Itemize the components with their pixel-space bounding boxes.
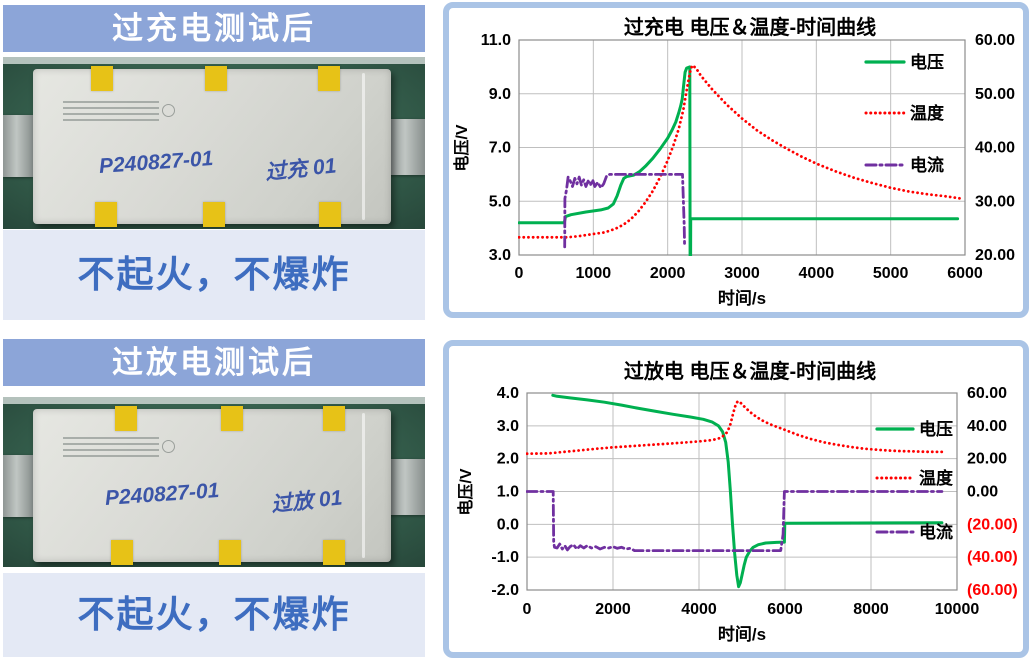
- handwritten-cell-id: P240827-01: [104, 479, 221, 510]
- svg-text:时间/s: 时间/s: [718, 624, 766, 644]
- overdischarge-chart-plot: 0 2000 4000 6000 8000 10000 4.0 3.0 2.0 1.0 0.0 -1.…: [456, 385, 1018, 644]
- yellow-tape: [205, 66, 227, 91]
- yellow-tape: [323, 540, 345, 565]
- svg-text:温度: 温度: [919, 468, 954, 488]
- svg-text:温度: 温度: [910, 103, 945, 123]
- overcharge-chart-title: 过充电 电压＆温度-时间曲线: [623, 17, 877, 39]
- svg-text:-2.0: -2.0: [491, 582, 519, 599]
- svg-text:4000: 4000: [799, 265, 835, 282]
- svg-text:40.00: 40.00: [967, 418, 1007, 435]
- yellow-tape: [219, 540, 241, 565]
- table-edge: [3, 57, 425, 64]
- overcharge-chart-card: 过充电 电压＆温度-时间曲线 0 1000 2000 3000 4000 5000 6000…: [443, 2, 1029, 318]
- svg-text:3.0: 3.0: [497, 418, 519, 435]
- svg-text:0.00: 0.00: [967, 484, 998, 501]
- certification-mark-icon: [162, 440, 175, 453]
- svg-text:(20.00): (20.00): [967, 516, 1018, 533]
- svg-text:电压: 电压: [919, 419, 953, 439]
- svg-text:6000: 6000: [947, 265, 983, 282]
- svg-text:5.0: 5.0: [489, 193, 511, 210]
- yellow-tape: [221, 406, 243, 431]
- svg-text:时间/s: 时间/s: [718, 288, 766, 308]
- overdischarge-chart-title: 过放电 电压＆温度-时间曲线: [623, 361, 877, 383]
- yellow-tape: [95, 202, 117, 227]
- svg-text:电流: 电流: [910, 155, 944, 175]
- overdischarge-chart-card: 过放电 电压＆温度-时间曲线 0 2000 4000 6000 8000 10000 4.0…: [443, 340, 1029, 658]
- overdischarge-battery-photo: P240827-01 过放 01: [3, 397, 425, 567]
- svg-text:(60.00): (60.00): [967, 582, 1018, 599]
- svg-text:(40.00): (40.00): [967, 549, 1018, 566]
- svg-text:3000: 3000: [724, 265, 760, 282]
- svg-text:50.00: 50.00: [975, 86, 1015, 103]
- svg-text:1.0: 1.0: [497, 484, 519, 501]
- svg-text:3.0: 3.0: [489, 247, 511, 264]
- svg-text:10000: 10000: [935, 601, 980, 618]
- svg-text:6000: 6000: [767, 601, 803, 618]
- svg-text:5000: 5000: [873, 265, 909, 282]
- handwritten-test-id: 过充 01: [264, 154, 338, 185]
- svg-text:20.00: 20.00: [975, 247, 1015, 264]
- svg-text:0.0: 0.0: [497, 516, 519, 533]
- pouch-cell: P240827-01 过充 01: [33, 66, 391, 227]
- svg-text:4.0: 4.0: [497, 385, 519, 402]
- svg-text:7.0: 7.0: [489, 140, 511, 157]
- yellow-tape: [319, 202, 341, 227]
- cell-seam: [362, 413, 365, 558]
- overcharge-chart-plot: 0 1000 2000 3000 4000 5000 6000 11.0 9.0 7.0 5.0 3.…: [452, 32, 1015, 308]
- svg-text:1000: 1000: [576, 265, 612, 282]
- svg-text:2000: 2000: [595, 601, 631, 618]
- yellow-tape: [91, 66, 113, 91]
- overdischarge-result-text: 不起火，不爆炸: [3, 573, 425, 657]
- overcharge-result-text: 不起火，不爆炸: [3, 230, 425, 320]
- svg-text:4000: 4000: [681, 601, 717, 618]
- svg-text:9.0: 9.0: [489, 86, 511, 103]
- svg-text:电压/V: 电压/V: [452, 124, 471, 171]
- svg-text:-1.0: -1.0: [491, 549, 519, 566]
- svg-text:电压/V: 电压/V: [456, 468, 475, 515]
- cell-tab-right: [389, 119, 425, 175]
- svg-text:0: 0: [523, 601, 532, 618]
- overcharge-battery-photo: P240827-01 过充 01: [3, 57, 425, 229]
- handwritten-test-id: 过放 01: [270, 486, 344, 517]
- svg-text:电流: 电流: [919, 522, 953, 542]
- table-edge: [3, 397, 425, 404]
- cell-print-label: [63, 101, 175, 121]
- svg-text:电压: 电压: [910, 52, 944, 72]
- svg-text:11.0: 11.0: [481, 32, 511, 49]
- svg-text:2.0: 2.0: [497, 451, 519, 468]
- cell-seam: [362, 73, 365, 220]
- yellow-tape: [203, 202, 225, 227]
- cell-tab-left: [3, 455, 33, 517]
- yellow-tape: [318, 66, 340, 91]
- yellow-tape: [323, 406, 345, 431]
- pouch-cell: P240827-01 过放 01: [33, 406, 391, 565]
- cell-print-label: [63, 437, 175, 457]
- svg-text:60.00: 60.00: [975, 32, 1015, 49]
- certification-mark-icon: [162, 104, 175, 117]
- yellow-tape: [111, 540, 133, 565]
- svg-text:30.00: 30.00: [975, 193, 1015, 210]
- svg-text:8000: 8000: [853, 601, 889, 618]
- svg-text:60.00: 60.00: [967, 385, 1007, 402]
- svg-text:0: 0: [515, 265, 524, 282]
- overcharge-header-banner: 过充电测试后: [3, 5, 425, 52]
- svg-text:40.00: 40.00: [975, 140, 1015, 157]
- overdischarge-header-banner: 过放电测试后: [3, 339, 425, 386]
- svg-text:20.00: 20.00: [967, 451, 1007, 468]
- cell-tab-right: [389, 459, 425, 515]
- cell-tab-left: [3, 115, 33, 177]
- svg-text:2000: 2000: [650, 265, 686, 282]
- yellow-tape: [115, 406, 137, 431]
- handwritten-cell-id: P240827-01: [98, 147, 215, 178]
